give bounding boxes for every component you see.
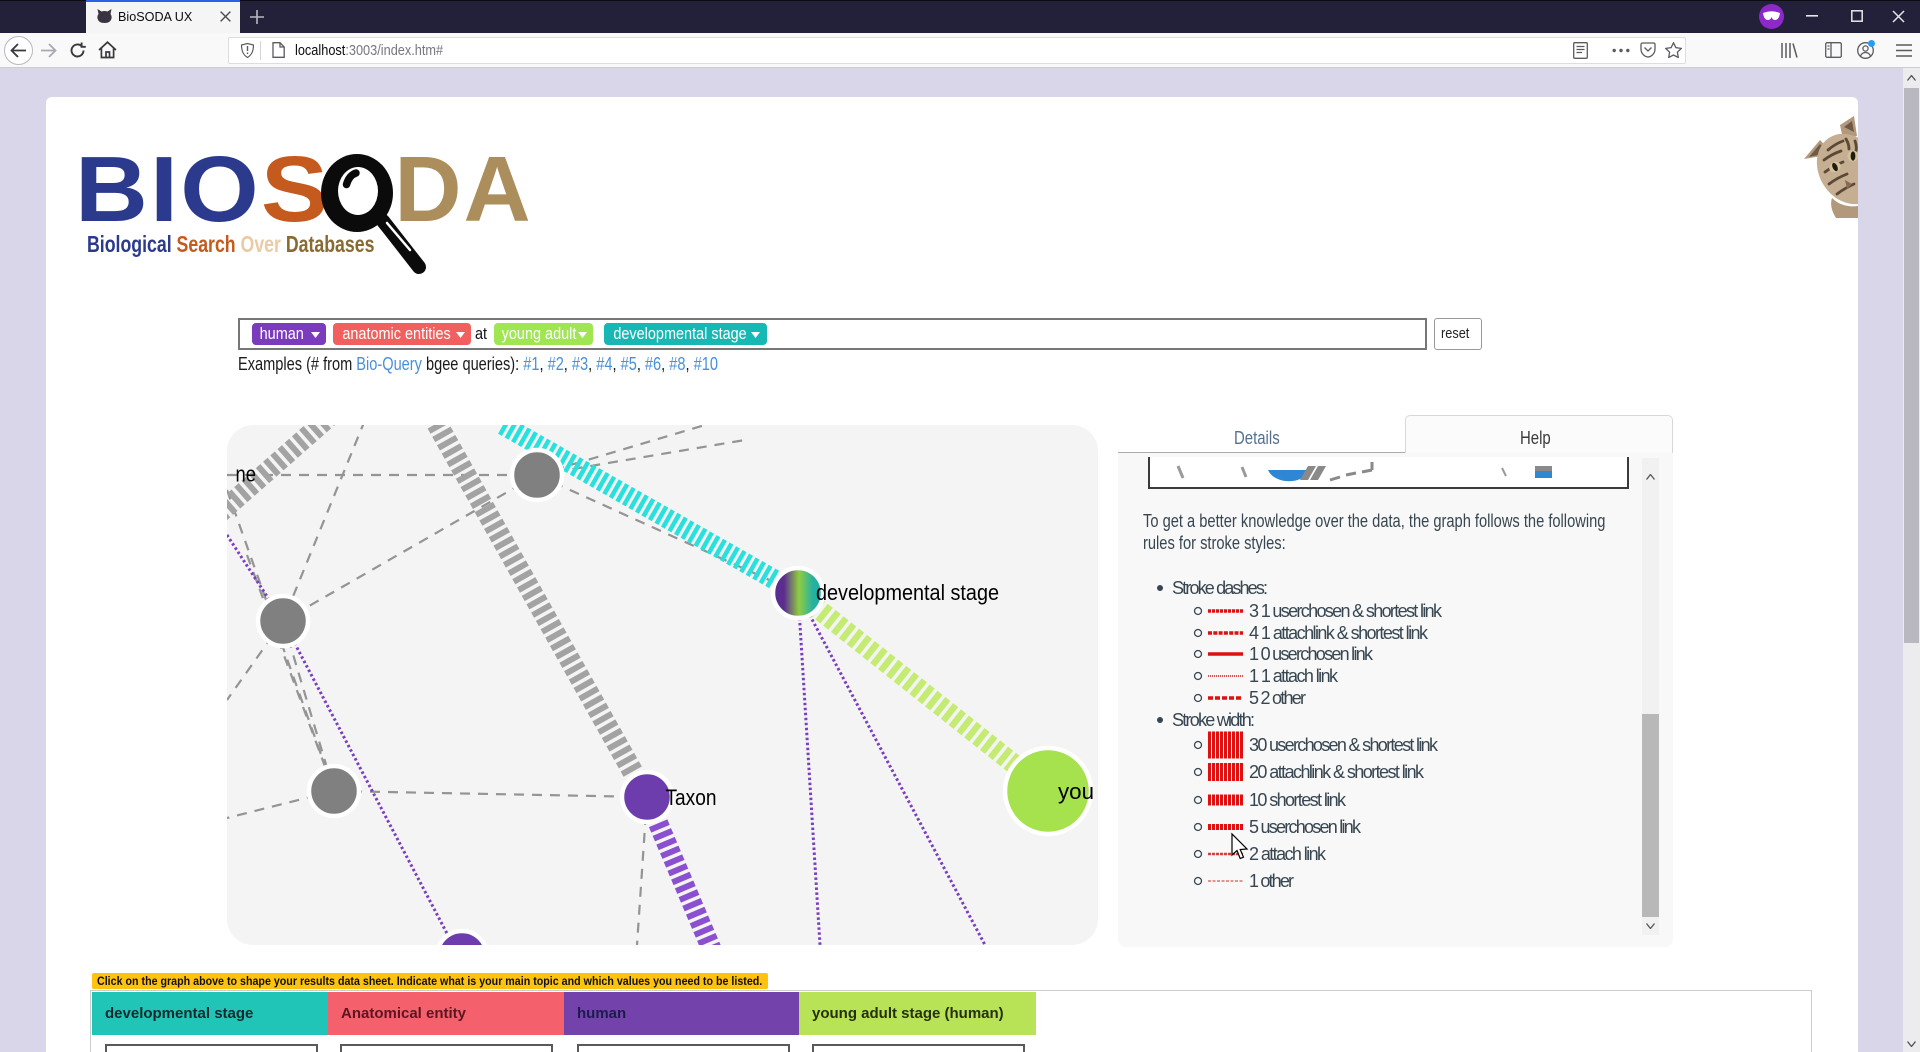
svg-text:2 attach link: 2 attach link (1249, 844, 1327, 864)
svg-text:20 attachlink & shortest link: 20 attachlink & shortest link (1249, 762, 1425, 782)
svg-text:10 shortest link: 10 shortest link (1249, 790, 1347, 810)
svg-text:3 1 userchosen & shortest link: 3 1 userchosen & shortest link (1249, 601, 1443, 621)
svg-text:you: you (1058, 779, 1094, 804)
svg-text:5 2 other: 5 2 other (1249, 688, 1306, 708)
svg-text:30 userchosen & shortest link: 30 userchosen & shortest link (1249, 735, 1439, 755)
svg-text:Stroke dashes:: Stroke dashes: (1172, 578, 1268, 598)
svg-text:5 userchosen link: 5 userchosen link (1249, 817, 1362, 837)
svg-text:ne: ne (236, 462, 257, 487)
svg-text:Taxon: Taxon (666, 785, 717, 810)
svg-text:1 0 userchosen link: 1 0 userchosen link (1249, 644, 1374, 664)
svg-text:Stroke width:: Stroke width: (1172, 710, 1255, 730)
svg-text:developmental stage: developmental stage (816, 580, 999, 605)
svg-text:1 1 attach link: 1 1 attach link (1249, 666, 1339, 686)
svg-text:4 1 attachlink & shortest link: 4 1 attachlink & shortest link (1249, 623, 1429, 643)
svg-text:1 other: 1 other (1249, 871, 1294, 891)
